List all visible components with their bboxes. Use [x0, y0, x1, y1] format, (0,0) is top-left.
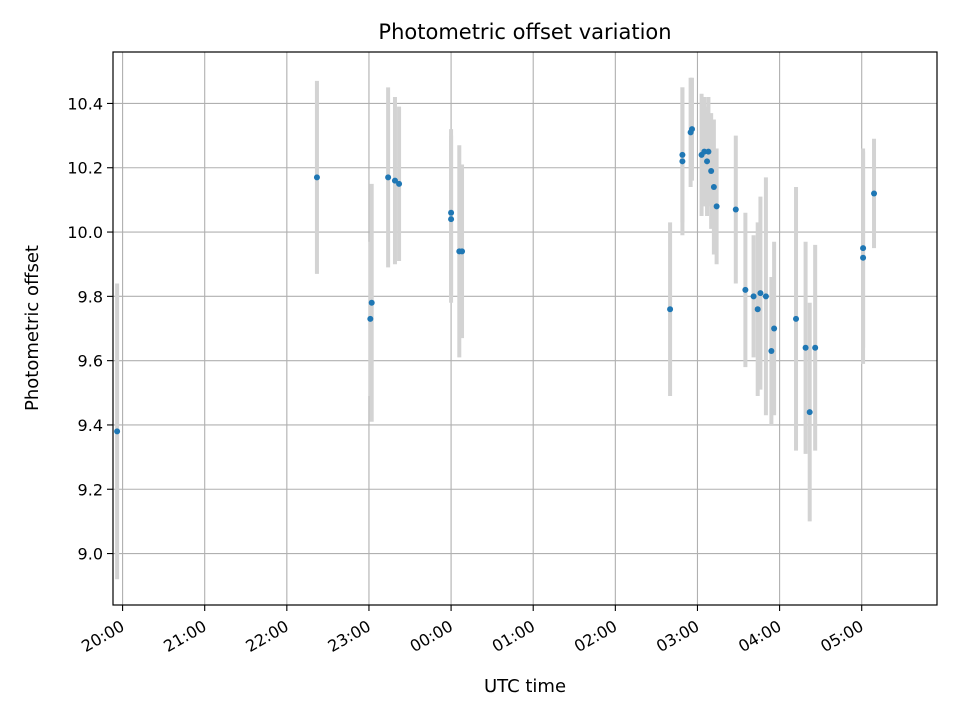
- data-point: [732, 206, 739, 213]
- y-tick-label: 9.8: [78, 287, 103, 306]
- y-tick-label: 10.4: [67, 94, 103, 113]
- x-axis-title: UTC time: [484, 676, 566, 697]
- data-point: [871, 190, 878, 197]
- data-point: [771, 325, 778, 332]
- data-points: [114, 126, 878, 435]
- y-tick-label: 10.2: [67, 159, 103, 178]
- y-axis-title: Photometric offset: [22, 245, 43, 411]
- data-point: [812, 344, 819, 351]
- data-point: [713, 203, 720, 210]
- data-point: [705, 148, 712, 155]
- data-point: [448, 216, 455, 223]
- data-point: [448, 209, 455, 216]
- data-point: [860, 254, 867, 261]
- data-point: [806, 409, 813, 416]
- data-point: [688, 126, 695, 133]
- data-point: [742, 286, 749, 293]
- data-point: [396, 180, 403, 187]
- data-point: [114, 428, 121, 435]
- data-point: [667, 306, 674, 313]
- y-tick-label: 9.2: [78, 480, 103, 499]
- data-point: [679, 158, 686, 165]
- data-point: [710, 184, 717, 191]
- y-tick-label: 10.0: [67, 223, 103, 242]
- data-point: [793, 315, 800, 322]
- plot-frame: [112, 51, 938, 606]
- data-point: [701, 148, 708, 155]
- y-tick-label: 9.0: [78, 545, 103, 564]
- chart-title: Photometric offset variation: [378, 20, 671, 44]
- data-point: [750, 293, 757, 300]
- data-point: [768, 348, 775, 355]
- data-point: [757, 290, 764, 297]
- data-point: [679, 151, 686, 158]
- data-point: [391, 177, 398, 184]
- data-point: [459, 248, 466, 255]
- data-point: [708, 167, 715, 174]
- data-point: [802, 344, 809, 351]
- data-point: [368, 299, 375, 306]
- data-point: [367, 315, 374, 322]
- y-tick-label: 9.6: [78, 352, 103, 371]
- data-point: [762, 293, 769, 300]
- data-point: [385, 174, 392, 181]
- data-point: [313, 174, 320, 181]
- y-tick-label: 9.4: [78, 416, 103, 435]
- data-point: [754, 306, 761, 313]
- y-axis: 9.0 9.2 9.4 9.6 9.8 10.0 10.2 10.4: [67, 94, 113, 564]
- data-point: [704, 158, 711, 165]
- data-point: [860, 245, 867, 252]
